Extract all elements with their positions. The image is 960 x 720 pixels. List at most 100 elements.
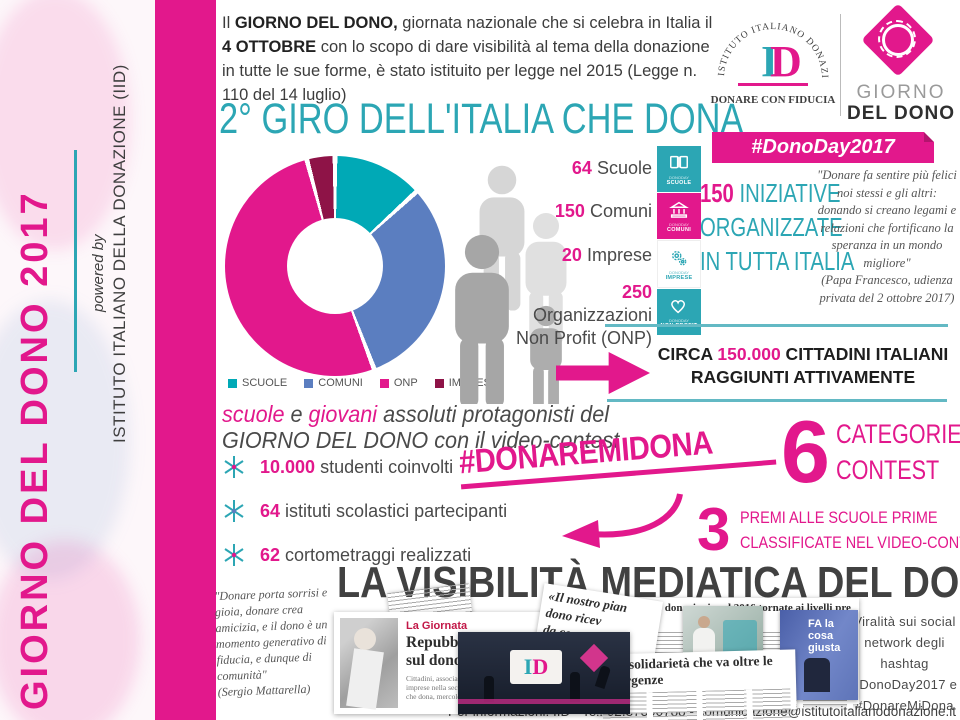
count-label: Imprese	[586, 245, 652, 265]
legend-swatch-comuni	[304, 378, 314, 388]
iid-underline	[738, 83, 808, 86]
star-bullet-icon	[224, 456, 244, 478]
badge-name: IMPRESE	[665, 275, 693, 281]
bullet-studenti: 10.000 studenti coinvolti	[222, 455, 453, 479]
prizes-line2: CLASSIFICATE NEL VIDEO-CONTEST	[740, 533, 960, 552]
iid-letter-i: I	[761, 37, 778, 86]
count-imprese: 20 Imprese	[500, 245, 652, 266]
stage-id-logo: ID	[510, 650, 562, 684]
bullet-istituti: 64 istituti scolastici partecipanti	[222, 499, 507, 523]
badge-tiny-label: DONODAY	[669, 270, 689, 275]
count-value: 150	[554, 201, 585, 221]
schools-word-scuole: scuole	[222, 401, 285, 427]
sidebar-accent-bar	[155, 0, 216, 720]
schools-text: e	[284, 401, 309, 427]
page-title: 2° GIRO DELL'ITALIA CHE DONA	[219, 95, 874, 144]
giorno-del-dono-logo-icon	[861, 3, 935, 77]
tv-show-title: FA la cosa giusta	[808, 618, 841, 654]
person-silhouette	[455, 234, 509, 404]
initiatives-line3: IN TUTTA ITALIA	[700, 246, 855, 276]
badge-tiny-label: DONODAY	[669, 318, 689, 323]
count-value: 250	[621, 282, 652, 302]
sidebar-divider-line	[74, 150, 77, 372]
contest-line1: CATEGORIE	[835, 419, 960, 449]
mattarella-quote-text: "Donare porta sorrisi e gioia, donare cr…	[214, 585, 328, 684]
separator-line	[607, 399, 947, 402]
badge-scuole: DONODAY SCUOLE	[657, 146, 701, 192]
count-label2: Non Profit (ONP)	[515, 328, 652, 348]
legend-label: COMUNI	[318, 377, 363, 389]
curved-arrow	[562, 493, 683, 548]
badge-imprese: DONODAY IMPRESE	[657, 240, 701, 288]
badge-name: SCUOLE	[666, 180, 692, 186]
prizes-number: 3	[697, 496, 731, 563]
bullet-value: 10.000	[260, 456, 316, 477]
iid-letter-d: D	[770, 37, 802, 86]
intro-text: giornata nazionale che si celebra in Ita…	[397, 14, 713, 32]
count-scuole: 64 Scuole	[500, 158, 652, 179]
intro-text: con lo scopo di dare visibilità al tema …	[222, 38, 710, 104]
pope-quote-attribution: (Papa Francesco, udienza privata del 2 o…	[819, 273, 955, 305]
count-comuni: 150 Comuni	[500, 201, 652, 222]
article-text-columns	[602, 688, 792, 720]
mattarella-quote: "Donare porta sorrisi e gioia, donare cr…	[214, 584, 336, 700]
logo-ring-ornament	[882, 24, 914, 56]
bullet-cortometraggi: 62 cortometraggi realizzati	[222, 543, 471, 567]
pope-quote-text: "Donare fa sentire più felici noi stessi…	[817, 168, 957, 270]
count-label: Comuni	[589, 201, 652, 221]
category-badge-strip: DONODAY SCUOLE DONODAY COMUNI DONODAY IM…	[657, 146, 701, 335]
count-value: 64	[571, 158, 592, 178]
initiatives-line2: ORGANIZZATE	[700, 212, 843, 242]
count-label: Organizzazioni	[532, 305, 652, 325]
mattarella-quote-attribution: (Sergio Mattarella)	[217, 681, 311, 700]
star-bullet-icon	[224, 500, 244, 522]
tv-person	[804, 658, 830, 692]
stage-person	[484, 676, 494, 702]
stage-person	[570, 672, 580, 702]
stage-letter-d: D	[532, 654, 549, 679]
star-bullet-icon	[224, 544, 244, 566]
legend-label: ONP	[393, 377, 418, 389]
contest-line2: CONTEST	[835, 455, 940, 485]
badge-comuni: DONODAY COMUNI	[657, 193, 701, 239]
contest-prizes: 3 PREMI ALLE SCUOLE PRIME CLASSIFICATE N…	[697, 496, 960, 563]
initiatives-block: 150 INIZIATIVE ORGANIZZATE IN TUTTA ITAL…	[700, 176, 898, 278]
sidebar-title: GIORNO DEL DONO 2017	[14, 190, 56, 710]
badge-tiny-label: DONODAY	[669, 175, 689, 180]
gears-icon	[671, 250, 687, 266]
schools-line2: GIORNO DEL DONO con il video-contest	[222, 427, 620, 453]
bullet-value: 62	[260, 544, 281, 565]
book-icon	[670, 155, 688, 169]
contest-number: 6	[781, 402, 830, 501]
count-label: Scuole	[596, 158, 652, 178]
watermark-blob	[0, 540, 140, 720]
schools-text: assoluti protagonisti del	[377, 401, 610, 427]
watermark-blob	[0, 300, 130, 580]
gdd-logo-line2: DEL DONO	[847, 103, 955, 124]
reach-prefix: CIRCA	[657, 344, 718, 364]
tv-still-stage: ID	[458, 632, 630, 714]
bullet-label: studenti coinvolti	[320, 456, 454, 477]
count-onp: 250 Organizzazioni Non Profit (ONP)	[500, 281, 652, 350]
legend-label: SCUOLE	[242, 377, 288, 389]
legend-swatch-onp	[379, 378, 389, 388]
legend-item: COMUNI	[304, 377, 363, 389]
intro-bold-date: 4 OTTOBRE	[222, 38, 317, 56]
badge-non-profit: DONODAY NON PROFIT	[657, 289, 701, 335]
initiatives-line1: INIZIATIVE	[733, 178, 841, 208]
social-virality-note: Viralità sui social network degli hashta…	[851, 614, 958, 713]
pope-quote: "Donare fa sentire più felici noi stessi…	[816, 167, 958, 307]
reach-suffix: CITTADINI ITALIANI	[780, 344, 949, 364]
donoday-banner: #DonoDay2017	[712, 132, 934, 163]
badge-name: COMUNI	[666, 227, 692, 233]
legend-swatch-scuole	[228, 378, 237, 388]
bullet-label: istituti scolastici partecipanti	[285, 500, 508, 521]
watermark-blob	[0, 0, 130, 250]
gdd-logo-line1: GIORNO	[856, 82, 946, 103]
bank-icon	[669, 201, 689, 218]
initiatives-number: 150	[700, 178, 734, 208]
powered-by-label: powered by	[90, 234, 107, 312]
reach-statement: CIRCA 150.000 CITTADINI ITALIANI RAGGIUN…	[650, 343, 956, 389]
organization-label: ISTITUTO ITALIANO DELLA DONAZIONE (IID)	[110, 64, 129, 443]
